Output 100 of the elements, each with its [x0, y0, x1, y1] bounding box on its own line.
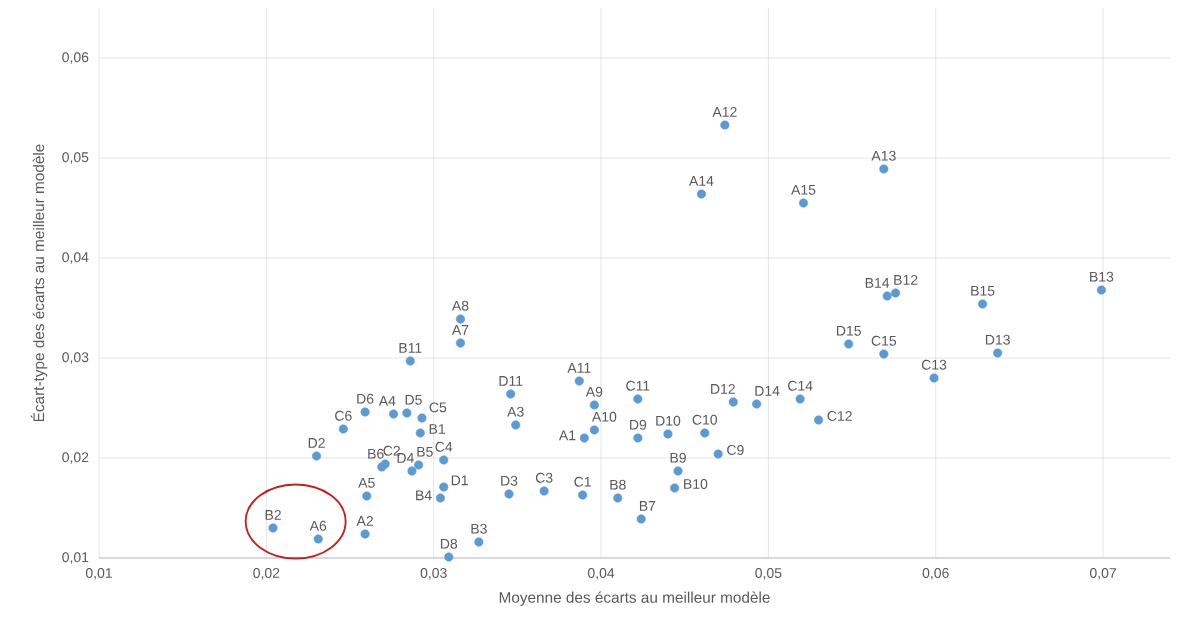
x-tick-label: 0,02: [253, 568, 280, 580]
annotation: A1: [558, 430, 576, 441]
point: [415, 428, 425, 438]
point: [814, 415, 824, 425]
point: [414, 460, 424, 470]
annotation: A6: [309, 520, 327, 531]
x-tick-label: 0,03: [420, 568, 447, 580]
point: [407, 466, 417, 476]
annotation: C5: [429, 402, 447, 413]
point: [728, 397, 738, 407]
point: [539, 486, 549, 496]
annotation: D15: [837, 325, 861, 336]
point: [978, 299, 988, 309]
point: [417, 413, 427, 423]
point: [720, 120, 730, 130]
point: [891, 288, 901, 298]
annotation: B7: [639, 501, 656, 511]
point: [670, 483, 680, 493]
y-tick-label: 0,04: [62, 252, 89, 264]
point: [929, 373, 939, 383]
y-tick-label: 0,01: [62, 552, 89, 564]
point: [455, 338, 465, 348]
point: [589, 400, 599, 410]
annotation: C12: [827, 411, 852, 421]
annotation: B9: [670, 452, 686, 463]
annotation: A14: [689, 176, 714, 186]
point: [700, 428, 710, 438]
annotation: C10: [692, 414, 718, 425]
annotation: B2: [265, 509, 281, 520]
point: [439, 482, 449, 492]
point: [360, 529, 370, 539]
annotation: A8: [451, 300, 469, 311]
point: [402, 408, 412, 418]
point: [633, 394, 643, 404]
annotation: B13: [1090, 271, 1114, 282]
x-tick-label: 0,07: [1089, 568, 1116, 580]
annotation: C9: [727, 445, 744, 455]
annotation: D5: [405, 394, 422, 405]
point: [673, 466, 683, 476]
annotation: A10: [591, 411, 617, 422]
annotation: C11: [626, 380, 650, 391]
point: [993, 348, 1003, 358]
y-tick-label: 0,03: [62, 352, 89, 364]
x-tick-label: 0,06: [922, 568, 949, 580]
point: [882, 291, 892, 301]
point: [506, 389, 516, 399]
annotation: A11: [567, 363, 591, 373]
annotation: C3: [535, 472, 553, 483]
annotation: A3: [507, 406, 524, 417]
annotation: B6: [368, 448, 384, 459]
annotation: D9: [630, 419, 647, 430]
point: [360, 407, 370, 417]
y-tick-label: 0,06: [62, 52, 89, 64]
annotation: A9: [585, 386, 603, 397]
point: [633, 433, 643, 443]
point: [589, 425, 599, 435]
point: [844, 339, 854, 349]
point: [388, 409, 399, 419]
point: [1096, 285, 1106, 295]
point: [362, 491, 372, 501]
annotation: A12: [712, 106, 737, 117]
annotation: A2: [356, 515, 373, 526]
point: [511, 420, 521, 430]
annotation: C6: [335, 410, 352, 421]
annotation: D13: [985, 334, 1010, 345]
annotation: C4: [435, 441, 453, 452]
point: [636, 514, 646, 524]
annotation: B1: [429, 424, 445, 434]
point: [663, 429, 673, 439]
x-axis-title: Moyenne des écarts au meilleur modèle: [499, 591, 770, 606]
annotation: D3: [501, 475, 518, 486]
annotation: A4: [378, 396, 396, 406]
x-tick-label: 0,05: [755, 568, 782, 580]
point: [268, 523, 278, 533]
annotation: C14: [788, 380, 813, 391]
point: [696, 189, 706, 199]
point: [574, 376, 584, 386]
point: [435, 493, 445, 503]
annotation: B3: [471, 523, 487, 534]
annotation: C15: [871, 335, 897, 346]
annotation: A13: [871, 150, 896, 161]
annotation: B15: [971, 285, 995, 296]
y-axis-title: Écart-type des écarts au meilleur modèle: [30, 144, 48, 422]
point: [439, 455, 449, 465]
point: [405, 356, 415, 366]
annotation: D14: [755, 386, 780, 396]
point: [504, 489, 514, 499]
annotation: B11: [399, 343, 422, 353]
annotation: B14: [865, 278, 890, 288]
annotation: B12: [894, 274, 918, 285]
point: [879, 164, 889, 174]
x-tick-label: 0,04: [587, 568, 615, 580]
annotation: B5: [417, 446, 433, 457]
y-tick-label: 0,02: [62, 452, 89, 464]
annotation: A15: [791, 184, 816, 195]
annotation: B4: [416, 490, 432, 501]
point: [444, 552, 454, 562]
annotation: C1: [574, 476, 591, 487]
point: [474, 537, 484, 547]
annotation: B10: [684, 479, 708, 489]
